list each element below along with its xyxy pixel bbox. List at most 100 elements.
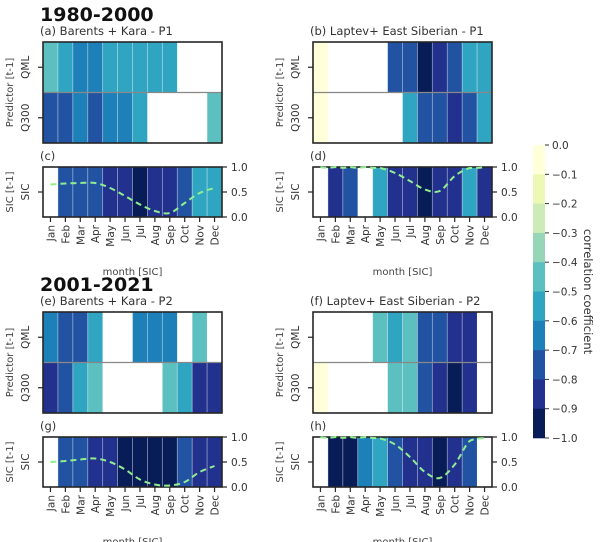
heatmap-cell: [132, 362, 148, 414]
panel-title-f: (f) Laptev+ East Siberian - P2: [310, 294, 480, 308]
y-tick-label: QML: [290, 56, 302, 79]
heatmap-cell: [102, 92, 119, 144]
panel-title-d: (d): [310, 149, 326, 163]
heatmap-cell: [372, 311, 389, 364]
x-axis-label: month [SIC]: [103, 267, 163, 278]
panel-f: (f) Laptev+ East Siberian - P2 QML Q300 Pre…: [275, 294, 493, 414]
heatmap-cell: [117, 92, 134, 144]
x-tick-label: Feb: [60, 225, 72, 244]
heatmap-cell: [327, 436, 344, 488]
heatmap-cell: [461, 311, 478, 364]
heatmap-cell: [72, 166, 89, 218]
right-tick-label: 1.0: [501, 432, 518, 444]
heatmap-cell: [206, 166, 223, 218]
heatmap-cell: [446, 436, 463, 488]
heatmap-cell: [72, 92, 89, 144]
heatmap-cell: [207, 42, 223, 93]
x-tick-label: Oct: [180, 225, 192, 243]
y-tick-label: SIC: [290, 453, 302, 470]
panel-title-c: (c): [40, 149, 55, 163]
x-tick-label: Jun: [120, 225, 132, 242]
y-axis-label: Predictor [t-1]: [275, 58, 286, 128]
heatmap-cell: [147, 92, 163, 144]
panel-title-e: (e) Barents + Kara - P2: [40, 294, 173, 308]
heatmap-cell: [446, 166, 463, 218]
heatmap-cell: [312, 92, 329, 144]
heatmap-cell: [313, 312, 329, 363]
heatmap-cell: [431, 41, 448, 94]
x-tick-label: Aug: [420, 225, 432, 246]
heatmap-cell: [57, 41, 74, 94]
heatmap-cell: [431, 166, 448, 218]
heatmap-cell: [57, 166, 74, 218]
heatmap-cell: [43, 167, 59, 218]
heatmap-cell: [431, 311, 448, 364]
colorbar-bin: [533, 350, 545, 380]
heatmap-cell: [461, 362, 478, 414]
heatmap-cell: [476, 41, 493, 94]
x-tick-label: Apr: [90, 224, 102, 243]
colorbar-bin: [533, 291, 545, 322]
y-tick-label: QML: [20, 56, 32, 79]
y-axis-label: Predictor [t-1]: [5, 328, 16, 398]
heatmap-cell: [312, 362, 329, 414]
heatmap-cell: [72, 362, 89, 414]
heatmap-cell: [357, 436, 374, 488]
y-tick-label: QML: [290, 326, 302, 349]
right-tick-label: 1.0: [501, 162, 518, 174]
y-tick-label: Q300: [20, 374, 32, 402]
heatmap-cell: [431, 362, 448, 414]
x-tick-label: Mar: [345, 224, 357, 244]
heatmap-cell: [387, 311, 404, 364]
heatmap-cell: [72, 436, 89, 488]
period-title-1: 1980-2000: [40, 4, 154, 26]
heatmap-cell: [72, 41, 89, 94]
heatmap-cell: [42, 311, 59, 364]
heatmap-cell: [102, 362, 118, 414]
heatmap-cell: [327, 362, 344, 414]
mean-sic-line: [320, 435, 485, 480]
y-tick-label: SIC: [20, 453, 32, 470]
right-tick-label: 0.0: [231, 212, 248, 224]
x-tick-label: Nov: [465, 495, 477, 516]
heatmap-cell: [342, 312, 358, 363]
heatmap-cell: [206, 362, 223, 414]
heatmap-cell: [132, 92, 149, 144]
y-axis-label: SIC [t-1]: [275, 441, 286, 482]
x-tick-label: Jan: [45, 225, 57, 242]
right-tick-label: 1.0: [231, 432, 248, 444]
heatmap-cell: [446, 41, 463, 94]
heatmap-cell: [417, 311, 433, 364]
heatmap-cell: [192, 42, 208, 93]
mean-sic-line: [50, 181, 215, 215]
x-tick-label: Jul: [135, 495, 147, 509]
heatmap-cell: [357, 42, 373, 93]
heatmap-cell: [477, 312, 493, 363]
heatmap-cell: [117, 312, 133, 363]
x-tick-label: Nov: [195, 225, 207, 246]
x-axis-label: month [SIC]: [373, 537, 433, 542]
y-tick-label: Q300: [20, 104, 32, 132]
heatmap-cell: [191, 362, 208, 414]
x-tick-label: Aug: [150, 495, 162, 516]
colorbar-tick-label: 0.0: [552, 140, 569, 152]
heatmap-cell: [327, 312, 344, 363]
heatmap-cell: [327, 42, 344, 93]
panels: (a) Barents + Kara - P1 QML Q300 Predictor …: [5, 24, 518, 542]
heatmap-cell: [357, 167, 373, 218]
right-tick-label: 0.5: [501, 457, 518, 469]
heatmap-cell: [313, 167, 329, 218]
right-tick-label: 0.5: [231, 457, 248, 469]
heatmap-cell: [147, 362, 163, 414]
x-tick-label: Feb: [330, 495, 342, 514]
panel-title-g: (g): [40, 419, 56, 433]
heatmap-cell: [87, 311, 104, 364]
mean-sic-line: [320, 165, 485, 193]
heatmap-cell: [477, 362, 493, 414]
right-tick-label: 0.0: [501, 212, 518, 224]
heatmap-cell: [476, 92, 493, 144]
heatmap-cell: [461, 92, 478, 144]
x-tick-label: Oct: [450, 495, 462, 513]
